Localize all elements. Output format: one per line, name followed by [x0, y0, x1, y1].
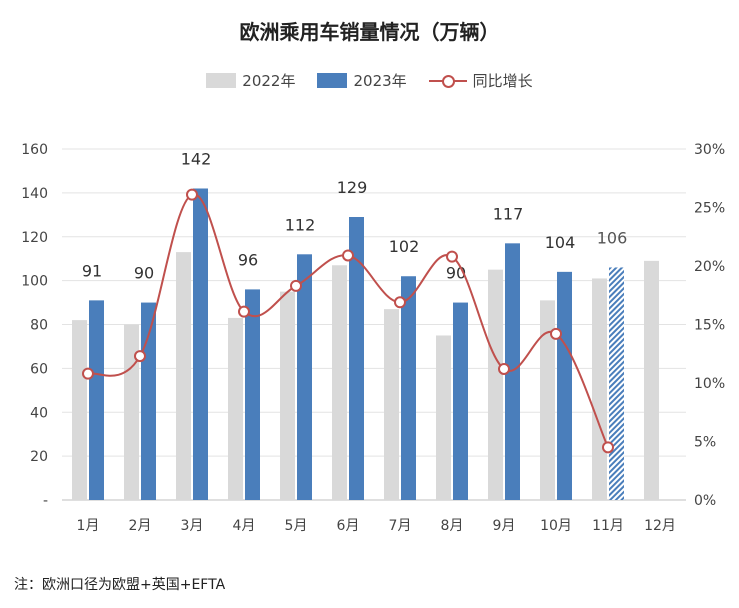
data-label: 104: [545, 233, 576, 252]
yoy-point: [550, 327, 562, 340]
x-tick-label: 12月: [644, 518, 676, 534]
bar-2022: [332, 265, 347, 500]
footnote: 注：欧洲口径为欧盟+英国+EFTA: [14, 577, 226, 593]
y-left-tick-label: 140: [21, 186, 48, 202]
bar-2023: [609, 267, 624, 500]
chart-legend: 2022年 2023年 同比增长: [0, 70, 739, 91]
y-left-tick-label: 80: [30, 318, 48, 334]
bar-2022: [280, 291, 295, 500]
data-label: 129: [337, 178, 368, 197]
bar-2022: [592, 278, 607, 500]
yoy-point: [498, 362, 510, 375]
chart-title: 欧洲乘用车销量情况（万辆）: [239, 20, 500, 44]
bar-2022: [124, 324, 139, 500]
bar-2023: [245, 289, 260, 500]
y-left-tick-label: 100: [21, 274, 48, 290]
yoy-point: [342, 249, 354, 262]
yoy-point: [186, 188, 198, 201]
legend-item-yoy: 同比增长: [428, 70, 533, 91]
x-tick-label: 10月: [540, 518, 572, 534]
data-label: 96: [238, 250, 258, 269]
data-label: 142: [181, 149, 212, 168]
x-tick-label: 4月: [233, 518, 256, 534]
legend-item-2022: 2022年: [206, 70, 295, 91]
yoy-point: [82, 367, 94, 380]
yoy-point: [290, 279, 302, 292]
x-tick-label: 3月: [181, 518, 204, 534]
bar-2022: [644, 260, 659, 500]
bar-2022: [176, 252, 191, 500]
yoy-point: [238, 305, 250, 318]
bar-2022: [488, 269, 503, 500]
legend-item-2023: 2023年: [317, 70, 407, 91]
bar-2022: [384, 309, 399, 500]
y-right-tick-label: 0%: [694, 493, 716, 509]
x-tick-label: 11月: [592, 518, 624, 534]
bar-2023: [89, 300, 104, 500]
x-tick-label: 7月: [389, 518, 412, 534]
bar-2023: [401, 276, 416, 500]
yoy-point: [602, 441, 614, 454]
y-left-tick-label: 120: [21, 230, 48, 246]
data-label: 106: [597, 228, 628, 247]
x-tick-label: 1月: [77, 518, 100, 534]
bar-2022: [72, 320, 87, 500]
y-right-tick-label: 30%: [694, 142, 725, 158]
yoy-point: [446, 250, 458, 263]
bar-2023: [141, 302, 156, 500]
yoy-line: [87, 193, 609, 448]
y-right-tick-label: 5%: [694, 435, 716, 451]
y-left-tick-label: 20: [30, 449, 48, 465]
y-right-tick-label: 25%: [694, 201, 725, 217]
bar-2022: [540, 300, 555, 500]
x-tick-label: 2月: [129, 518, 152, 534]
data-label: 91: [82, 261, 102, 280]
x-tick-label: 9月: [493, 518, 516, 534]
y-left-tick-label: 160: [21, 142, 48, 158]
data-label: 102: [389, 237, 420, 256]
bar-2023: [349, 217, 364, 500]
legend-swatch-2022: [206, 73, 237, 88]
x-tick-label: 8月: [441, 518, 464, 534]
y-right-tick-label: 15%: [694, 318, 725, 334]
y-left-tick-label: 60: [30, 361, 48, 377]
bar-2023: [453, 302, 468, 500]
data-label: 90: [134, 264, 154, 283]
bar-2023: [193, 188, 208, 501]
legend-label-2022: 2022年: [242, 72, 296, 90]
legend-swatch-2023: [317, 73, 348, 88]
bar-2023: [505, 243, 520, 501]
bar-2022: [228, 317, 243, 500]
y-right-tick-label: 20%: [694, 259, 725, 275]
data-label: 117: [493, 204, 524, 223]
bar-2022: [436, 335, 451, 500]
data-label: 112: [285, 215, 316, 234]
yoy-point: [134, 350, 146, 363]
legend-label-2023: 2023年: [353, 72, 407, 90]
legend-label-yoy: 同比增长: [472, 72, 533, 90]
bar-2023: [557, 271, 572, 500]
legend-swatch-yoy: [428, 73, 467, 88]
x-tick-label: 6月: [337, 518, 360, 534]
bar-2023: [297, 254, 312, 500]
y-left-tick-label: -: [43, 493, 48, 509]
y-right-tick-label: 10%: [694, 376, 725, 392]
yoy-point: [394, 296, 406, 309]
x-tick-label: 5月: [285, 518, 308, 534]
y-left-tick-label: 40: [30, 405, 48, 421]
